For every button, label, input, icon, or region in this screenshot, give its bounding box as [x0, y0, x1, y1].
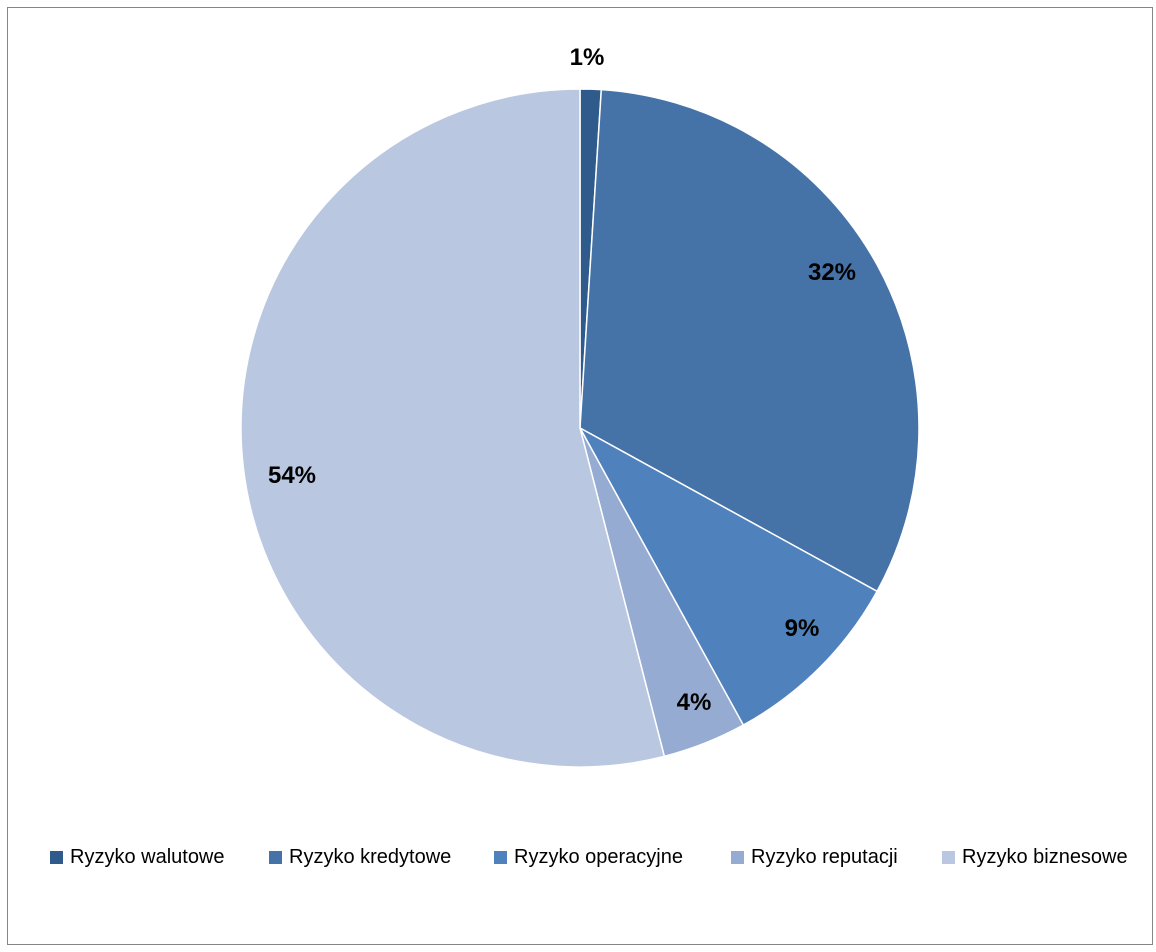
legend-label: Ryzyko reputacji: [751, 845, 898, 868]
pie-slice-ryzyko-kredytowe: [579, 88, 920, 593]
data-label-ryzyko-kredytowe: 32%: [808, 259, 856, 286]
data-label-ryzyko-operacyjne: 9%: [785, 615, 820, 642]
legend-item-reputacji: Ryzyko reputacji: [731, 842, 898, 872]
legend-label: Ryzyko biznesowe: [962, 845, 1128, 868]
data-label-ryzyko-walutowe: 1%: [570, 44, 605, 71]
data-labels: 1% 32% 9% 4% 54%: [268, 44, 856, 716]
legend-swatch: [50, 850, 63, 864]
legend-item-kredytowe: Ryzyko kredytowe: [269, 842, 451, 872]
legend-label: Ryzyko walutowe: [70, 845, 225, 868]
pie-slices: [240, 88, 920, 768]
legend-swatch: [269, 850, 282, 864]
data-label-ryzyko-biznesowe: 54%: [268, 462, 316, 489]
pie-slice-ryzyko-operacyjne: [578, 426, 879, 727]
legend-swatch: [942, 850, 955, 864]
pie-slice-ryzyko-biznesowe: [240, 88, 666, 768]
legend-label: Ryzyko operacyjne: [514, 845, 683, 868]
legend-item-operacyjne: Ryzyko operacyjne: [494, 842, 683, 872]
legend-swatch: [494, 850, 507, 864]
data-label-ryzyko-reputacji: 4%: [677, 689, 712, 716]
legend-swatch: [731, 850, 744, 864]
legend: Ryzyko walutowe Ryzyko kredytowe Ryzyko …: [0, 842, 1156, 872]
legend-item-walutowe: Ryzyko walutowe: [50, 842, 225, 872]
legend-label: Ryzyko kredytowe: [289, 845, 452, 868]
legend-item-biznesowe: Ryzyko biznesowe: [942, 842, 1128, 872]
